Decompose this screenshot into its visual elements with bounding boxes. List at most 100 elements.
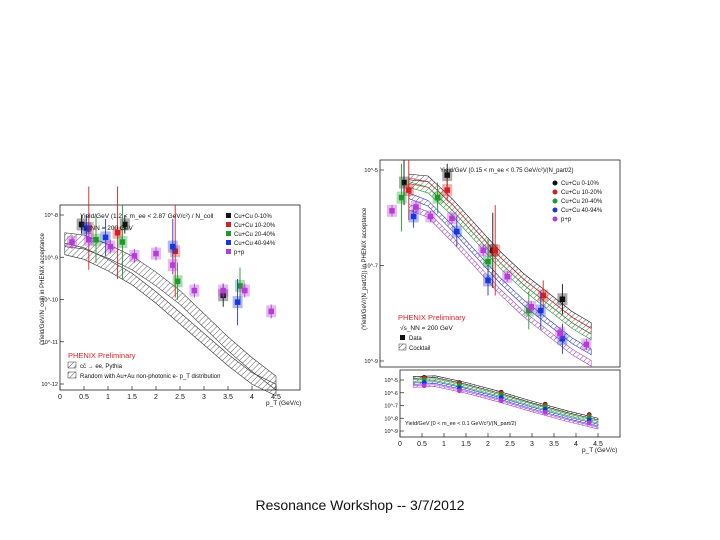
left-xtick-label-2: 1 [106, 394, 110, 401]
rb-xtick-label-7: 3.5 [549, 441, 559, 448]
slide-footer: Resonance Workshop -- 3/7/2012 [255, 497, 465, 513]
left-preliminary-label: PHENIX Preliminary [68, 351, 136, 360]
rt-point-0-1 [444, 172, 450, 178]
rt-point-3-1 [454, 228, 460, 235]
left-legend-label-3: Cu+Cu 40-94% [234, 241, 276, 247]
rt-point-4-0 [389, 208, 395, 214]
rb-xtick-label-6: 3 [530, 441, 534, 448]
rt-point-3-3 [538, 307, 544, 314]
right-bottom-plot-title: Yield/GeV [0 < m_ee < 0.1 GeV/c²)/(N_par… [405, 421, 517, 427]
rt-point-0-3 [559, 296, 566, 303]
rb-ytick-label-2: 10^-7 [384, 404, 398, 410]
right-top-plot-frame [379, 159, 621, 368]
right-top-sublegend: Data Cocktail [398, 335, 430, 352]
left-point-3-1 [102, 234, 109, 241]
left-legend-marker-3 [226, 240, 231, 245]
rt-ytick-label-1: 10^-7 [364, 264, 378, 270]
left-point-3-2 [170, 243, 176, 250]
rb-point-4-0 [421, 383, 427, 389]
left-point-4-9 [268, 308, 274, 315]
rt-point-4-8 [583, 341, 590, 348]
left-xtick-label-5: 2.5 [175, 394, 185, 401]
right-bottom-band-group [412, 375, 599, 430]
rb-point-4-4 [586, 420, 592, 426]
left-plot: 0 0.5 1 1.5 2 2.5 3 3.5 4 4.5 10^-810^-910^-1010^… [40, 186, 301, 407]
left-point-4-5 [170, 262, 176, 268]
left-point-4-0 [69, 239, 75, 245]
rt-point-4-5 [504, 273, 510, 280]
right-top-sublegend-label-1: Cocktail [409, 346, 430, 352]
rt-band-4 [408, 203, 592, 367]
rt-point-3-2 [485, 277, 491, 284]
right-top-y-ticks: 10^-5 10^-7 10^-9 [364, 168, 384, 365]
rt-point-4-1 [413, 204, 419, 210]
left-point-0-0 [78, 221, 85, 228]
rt-point-3-4 [559, 336, 566, 342]
left-ytick-label-0: 10^-8 [44, 213, 58, 219]
right-top-legend-label-1: Cu+Cu 10-20% [561, 190, 603, 196]
rb-xtick-label-3: 1.5 [461, 441, 471, 448]
rt-point-4-4 [480, 247, 486, 254]
left-point-1-1 [114, 230, 121, 236]
left-xtick-label-6: 3 [202, 394, 206, 401]
left-point-3-0 [83, 225, 90, 231]
left-legend-label-1: Cu+Cu 10-20% [234, 223, 276, 229]
rb-xtick-label-0: 0 [398, 441, 402, 448]
left-legend: Cu+Cu 0-10% Cu+Cu 10-20% Cu+Cu 20-40% Cu… [226, 213, 276, 256]
right-top-legend-marker-3 [552, 207, 558, 213]
right-top-sublegend-swatch-1 [398, 343, 407, 351]
rb-ytick-label-1: 10^-6 [384, 391, 398, 397]
left-xtick-label-0: 0 [58, 394, 62, 401]
left-point-2-2 [174, 278, 181, 285]
left-xtick-label-8: 4 [250, 394, 254, 401]
right-bottom-plot: 0 0.5 1 1.5 2 2.5 3 3.5 4 4.5 10^-510^-610^-710^-… [384, 369, 621, 454]
left-xtick-label-9: 4.5 [271, 394, 281, 401]
left-legend-label-2: Cu+Cu 20-40% [234, 232, 276, 238]
left-ytick-label-1: 10^-9 [44, 255, 58, 261]
left-y-ticks: 10^-8 10^-9 10^-10 10^-11 10^-12 [41, 213, 64, 388]
rb-band-1 [412, 378, 599, 424]
left-xtick-label-4: 2 [154, 394, 158, 401]
right-top-legend: Cu+Cu 0-10% Cu+Cu 10-20% Cu+Cu 20-40% Cu… [552, 180, 603, 223]
rb-band-3 [412, 384, 599, 430]
rt-point-2-3 [526, 307, 532, 314]
left-point-4-4 [153, 250, 159, 257]
left-legend-marker-0 [226, 213, 231, 218]
left-ytick-label-3: 10^-11 [42, 340, 58, 346]
rt-point-4-3 [449, 215, 455, 222]
right-top-legend-marker-1 [552, 189, 558, 195]
right-bottom-x-axis-label: p_T (GeV/c) [582, 447, 617, 454]
rb-xtick-label-5: 2.5 [505, 441, 515, 448]
left-xtick-label-1: 0.5 [79, 394, 89, 401]
rt-point-4-6 [528, 304, 534, 310]
right-top-band-group [408, 173, 592, 367]
left-band-legend: cc̄ → ee, Pythia Random with Au+Au non-p… [67, 361, 220, 380]
rb-band-2 [412, 381, 599, 427]
left-legend-marker-2 [226, 231, 231, 236]
left-series-group [67, 186, 277, 326]
right-top-preliminary-label: PHENIX Preliminary [398, 313, 466, 322]
left-point-4-2 [107, 243, 114, 250]
left-band-legend-label-0: cc̄ → ee, Pythia [80, 364, 123, 370]
rb-band-0 [412, 375, 599, 421]
right-top-series-group [387, 160, 592, 354]
rb-xtick-label-1: 0.5 [417, 441, 427, 448]
rb-xtick-label-8: 4 [574, 441, 578, 448]
right-top-legend-marker-0 [552, 180, 558, 186]
right-top-legend-marker-2 [552, 198, 558, 204]
right-top-y-axis-label: (Yield/GeV/(N_part/2)) in PHENIX accepta… [362, 207, 368, 330]
right-top-plot: 10^-5 10^-7 10^-9 Yield/GeV (0.15 < m_ee <… [362, 159, 621, 368]
left-point-0-1 [122, 221, 128, 228]
rb-ytick-label-4: 10^-9 [384, 429, 398, 435]
left-legend-marker-1 [226, 222, 231, 227]
left-point-2-0 [93, 236, 99, 243]
left-point-2-1 [119, 239, 126, 245]
left-xtick-label-3: 1.5 [127, 394, 137, 401]
left-point-3-3 [234, 299, 241, 305]
right-bottom-y-ticks: 10^-5 10^-6 10^-7 10^-8 10^-9 [384, 378, 404, 435]
rt-point-1-3 [540, 292, 546, 299]
right-top-legend-marker-4 [552, 216, 558, 222]
right-top-energy-label: √s_NN = 200 GeV [400, 324, 454, 332]
rt-point-3-0 [410, 213, 417, 220]
rt-point-0-0 [401, 179, 407, 186]
